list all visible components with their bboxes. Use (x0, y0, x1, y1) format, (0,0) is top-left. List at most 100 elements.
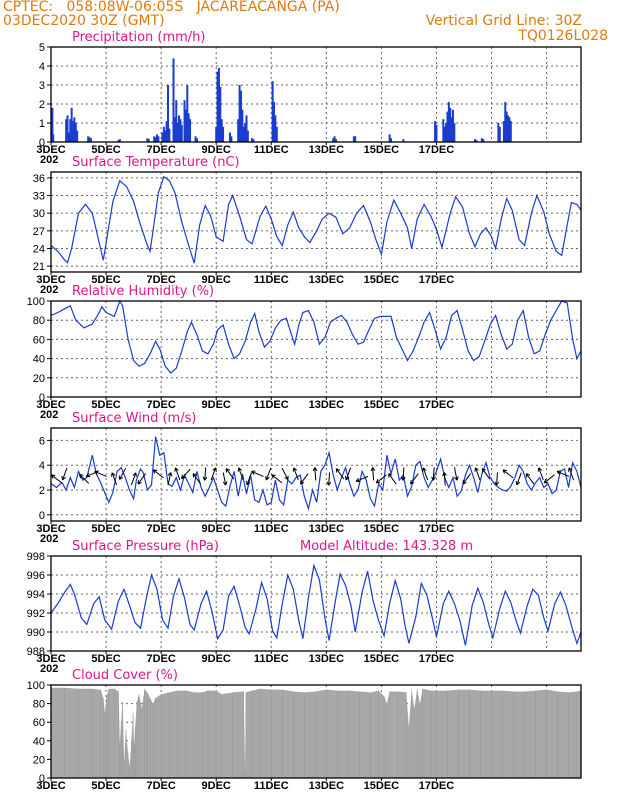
y-tick-label: 988 (27, 646, 45, 658)
x-tick-label: 7DEC (146, 274, 175, 286)
precip-bar (402, 139, 405, 142)
precip-bar (245, 115, 248, 142)
precip-bar (167, 85, 170, 142)
y-tick-label: 2 (39, 485, 45, 497)
x-tick-label: 15DEC (364, 399, 400, 411)
y-tick-label: 0 (39, 392, 45, 404)
y-tick-label: 998 (27, 551, 45, 563)
precip-bar (87, 136, 90, 142)
precip-bar (189, 119, 192, 142)
x-tick-label: 11DEC (254, 399, 289, 411)
wind-vector (400, 467, 406, 481)
precip-bar (504, 102, 507, 142)
precip-bar (215, 126, 218, 142)
y-tick-label: 40 (33, 354, 45, 366)
x-tick-label: 9DEC (202, 780, 231, 792)
wind-vector (210, 467, 217, 481)
x-tick-label: 7DEC (146, 780, 175, 792)
precip-bar (241, 109, 244, 142)
precip-bar (118, 139, 121, 142)
wind-title: Surface Wind (m/s) (72, 411, 196, 426)
precip-bar (453, 123, 456, 142)
wind-vector (537, 467, 544, 481)
precip-bar (333, 136, 336, 142)
precip-bar (451, 109, 454, 142)
header-model-id: TQ0126L028 (518, 28, 608, 44)
x-tick-label: 5DEC (91, 274, 120, 286)
precip-bar (505, 111, 508, 142)
x-year-stub: 202 (40, 409, 58, 421)
precip-bar (161, 132, 164, 142)
x-tick-label: 17DEC (419, 274, 455, 286)
wind-series-line (50, 436, 582, 511)
x-tick-label: 17DEC (419, 780, 455, 792)
temp-panel: 21 24 27 30 33 36 Surface Temperature (nC) 3DEC… (33, 155, 582, 296)
precip-bar (194, 136, 197, 142)
x-tick-label: 15DEC (364, 653, 400, 665)
wind-vector (375, 474, 387, 484)
precip-bar (508, 117, 511, 142)
wind-vector (474, 467, 481, 481)
precip-bar (271, 81, 274, 142)
wind-panel: 0 2 4 6 Surface Wind (m/s) 3DEC 5DEC 7DEC 9DEC 11… (36, 411, 582, 545)
precip-bar (388, 134, 391, 142)
precip-bar (446, 111, 449, 142)
wind-vector (281, 467, 289, 481)
y-tick-label: 5 (39, 42, 45, 54)
precip-bar (498, 126, 501, 142)
precip-frame (50, 46, 582, 143)
x-year-stub: 202 (40, 533, 58, 545)
precip-bar (334, 139, 337, 142)
precip-bar (195, 138, 198, 142)
precip-bar (165, 121, 168, 142)
precip-bar (173, 117, 176, 142)
precip-bar (156, 134, 158, 142)
precip-bar (480, 138, 483, 142)
rh-series-line (50, 299, 582, 374)
x-tick-label: 15DEC (364, 274, 400, 286)
wind-vector (237, 467, 244, 481)
y-tick-label: 40 (33, 736, 45, 748)
x-year-stub: 202 (40, 284, 58, 296)
y-tick-label: 27 (33, 226, 45, 238)
x-tick-label: 5DEC (91, 653, 120, 665)
precip-bar (162, 126, 165, 142)
y-tick-label: 60 (33, 717, 45, 729)
y-tick-label: 6 (39, 435, 45, 447)
x-year-stub: 202 (40, 663, 58, 675)
x-tick-label: 13DEC (309, 274, 345, 286)
precip-bar (168, 128, 171, 142)
y-tick-label: 4 (39, 460, 45, 472)
precip-bar (443, 126, 446, 142)
precip-bar (222, 126, 225, 142)
precip-bar (172, 58, 175, 142)
precip-bar (220, 119, 223, 142)
cloud-area (51, 687, 581, 778)
x-tick-label: 9DEC (202, 274, 231, 286)
x-tick-label: 9DEC (202, 144, 231, 156)
y-tick-label: 21 (33, 261, 45, 273)
precip-bar (450, 117, 453, 142)
wind-vector (245, 472, 252, 486)
wind-vector (410, 473, 419, 485)
precip-bar (153, 136, 156, 142)
precip-bar (69, 119, 72, 142)
wind-vector (130, 472, 137, 486)
wind-vector (335, 468, 345, 480)
wind-vector (370, 467, 376, 481)
precip-bar (187, 113, 190, 142)
precip-bar (76, 130, 79, 142)
rh-frame (50, 300, 582, 398)
wind-vector (431, 467, 436, 481)
precip-bar (175, 100, 178, 142)
x-tick-label: 11DEC (254, 780, 289, 792)
precip-bar (449, 107, 452, 142)
precip-bar (352, 136, 355, 142)
wind-vector (111, 472, 118, 486)
x-tick-label: 3DEC (36, 780, 65, 792)
y-tick-label: 30 (33, 208, 45, 220)
precip-bar (228, 132, 231, 142)
x-tick-label: 7DEC (146, 399, 175, 411)
precip-bar (509, 121, 512, 142)
y-tick-label: 80 (33, 315, 45, 327)
